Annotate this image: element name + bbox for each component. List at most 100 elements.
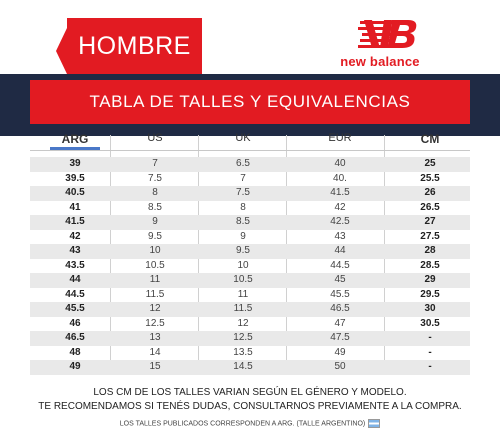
cell-eur: 45 <box>334 274 346 285</box>
cell-arg: 46 <box>69 317 81 329</box>
size-table: ARG US UK EUR CM 39 7 6.5 40 25 39.5 7.5 7 40. 25… <box>30 132 470 375</box>
cell-cm: 26.5 <box>420 201 440 213</box>
cell-arg: 49 <box>69 361 81 372</box>
gender-tab: HOMBRE <box>56 18 202 74</box>
cell-uk: 7.5 <box>236 187 250 198</box>
cell-eur: 45.5 <box>330 288 350 300</box>
table-row: 41 8.5 8 42 26.5 <box>30 201 470 216</box>
table-row: 46 12.5 12 47 30.5 <box>30 317 470 332</box>
brand-logo: new balance <box>330 16 430 72</box>
cell-cm: 29.5 <box>420 288 440 300</box>
cell-eur: 47 <box>334 317 346 329</box>
brand-name: new balance <box>340 54 420 69</box>
cell-us: 8 <box>152 187 158 198</box>
cell-eur: 44 <box>334 245 346 256</box>
cell-eur: 42 <box>334 201 346 213</box>
cell-arg: 39.5 <box>65 172 85 184</box>
table-row: 39 7 6.5 40 25 <box>30 157 470 172</box>
cell-uk: 12.5 <box>233 332 253 343</box>
cell-cm: 25 <box>424 158 436 169</box>
cell-arg: 41.5 <box>65 216 85 227</box>
cell-uk: 10 <box>237 259 249 271</box>
cell-cm: 25.5 <box>420 172 440 184</box>
cell-us: 10 <box>149 245 161 256</box>
cell-uk: 14.5 <box>233 361 253 372</box>
cell-arg: 40.5 <box>65 187 85 198</box>
cell-cm: 28 <box>424 245 436 256</box>
table-title: TABLA DE TALLES Y EQUIVALENCIAS <box>89 92 411 111</box>
cell-us: 12.5 <box>145 317 165 329</box>
cell-us: 11 <box>149 274 161 285</box>
cell-us: 7 <box>152 158 158 169</box>
cell-arg: 45.5 <box>65 303 85 314</box>
cell-uk: 9 <box>240 230 246 242</box>
cell-arg: 48 <box>69 346 81 358</box>
cell-arg: 39 <box>69 158 81 169</box>
table-header-row: ARG US UK EUR CM <box>30 132 470 150</box>
cell-cm: 27 <box>424 216 436 227</box>
table-row: 46.5 13 12.5 47.5 - <box>30 331 470 346</box>
cell-eur: 40. <box>333 172 347 184</box>
cell-uk: 9.5 <box>236 245 250 256</box>
cell-arg: 43.5 <box>65 259 85 271</box>
cell-uk: 8.5 <box>236 216 250 227</box>
footer-note: LOS TALLES PUBLICADOS CORRESPONDEN A ARG… <box>0 419 500 428</box>
cell-eur: 50 <box>334 361 346 372</box>
nb-logo-icon <box>358 20 417 48</box>
table-row: 45.5 12 11.5 46.5 30 <box>30 302 470 317</box>
cell-uk: 13.5 <box>233 346 253 358</box>
cell-cm: 29 <box>424 274 436 285</box>
cell-eur: 44.5 <box>330 259 350 271</box>
header-eur: EUR <box>328 132 352 144</box>
table-row: 43 10 9.5 44 28 <box>30 244 470 259</box>
table-row: 44.5 11.5 11 45.5 29.5 <box>30 288 470 303</box>
cell-arg: 43 <box>69 245 81 256</box>
note-line-2: TE RECOMENDAMOS SI TENÉS DUDAS, CONSULTA… <box>38 401 462 412</box>
cell-cm: 30 <box>424 303 436 314</box>
cell-arg: 42 <box>69 230 81 242</box>
table-row: 44 11 10.5 45 29 <box>30 273 470 288</box>
argentina-flag-icon <box>368 419 381 428</box>
cell-eur: 49 <box>334 346 346 358</box>
cell-arg: 44 <box>69 274 81 285</box>
cell-eur: 47.5 <box>330 332 350 343</box>
cell-cm: - <box>428 346 432 358</box>
cell-us: 15 <box>149 361 161 372</box>
cell-cm: 26 <box>424 187 436 198</box>
cell-eur: 43 <box>334 230 346 242</box>
cell-cm: 28.5 <box>420 259 440 271</box>
table-row: 40.5 8 7.5 41.5 26 <box>30 186 470 201</box>
cell-cm: - <box>428 332 432 343</box>
table-title-banner: TABLA DE TALLES Y EQUIVALENCIAS <box>30 80 470 124</box>
table-row: 42 9.5 9 43 27.5 <box>30 230 470 245</box>
table-row: 48 14 13.5 49 - <box>30 346 470 361</box>
cell-us: 12 <box>149 303 161 314</box>
cell-eur: 46.5 <box>330 303 350 314</box>
cell-eur: 42.5 <box>330 216 350 227</box>
table-row: 49 15 14.5 50 - <box>30 360 470 375</box>
table-row: 43.5 10.5 10 44.5 28.5 <box>30 259 470 274</box>
cell-us: 11.5 <box>145 288 165 300</box>
table-body: 39 7 6.5 40 25 39.5 7.5 7 40. 25.5 40.5 8 7.5 41.5 26 4… <box>30 157 470 375</box>
header-separator <box>30 150 470 151</box>
cell-cm: 27.5 <box>420 230 440 242</box>
cell-us: 7.5 <box>148 172 162 184</box>
cell-uk: 11.5 <box>233 303 253 314</box>
cell-eur: 40 <box>334 158 346 169</box>
footer-text: LOS TALLES PUBLICADOS CORRESPONDEN A ARG… <box>119 420 366 428</box>
cell-uk: 8 <box>240 201 246 213</box>
note-line-1: LOS CM DE LOS TALLES VARIAN SEGÚN EL GÉN… <box>93 387 407 398</box>
header-uk: UK <box>235 132 251 144</box>
cell-uk: 7 <box>240 172 246 184</box>
cell-us: 14 <box>149 346 161 358</box>
cell-cm: 30.5 <box>420 317 440 329</box>
cell-uk: 11 <box>237 288 249 300</box>
cell-eur: 41.5 <box>330 187 350 198</box>
cell-uk: 10.5 <box>233 274 253 285</box>
cell-us: 10.5 <box>145 259 165 271</box>
header-us: US <box>147 132 163 144</box>
cell-cm: - <box>428 361 432 372</box>
cell-uk: 12 <box>237 317 249 329</box>
header-arg: ARG <box>61 132 89 146</box>
table-row: 39.5 7.5 7 40. 25.5 <box>30 172 470 187</box>
